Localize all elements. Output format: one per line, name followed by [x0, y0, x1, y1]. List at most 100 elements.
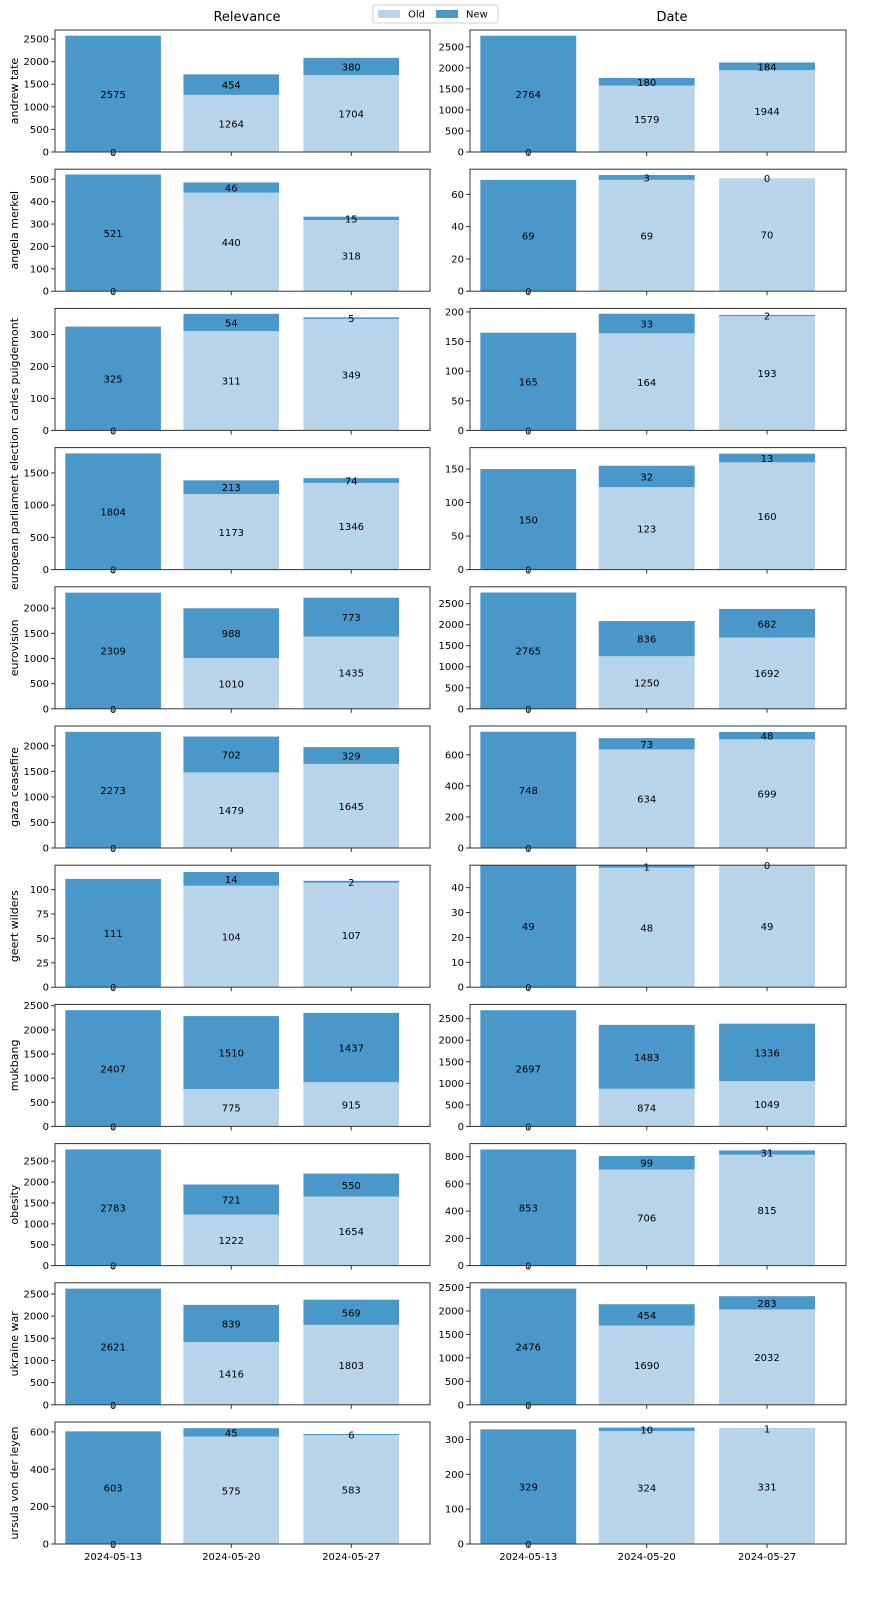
panel-carles-puigdemont-relevance: 03253115434950100200300: [30, 307, 431, 437]
y-tick-label: 60: [451, 190, 464, 201]
data-label-new: 283: [757, 1299, 776, 1310]
data-label-new: 31: [761, 1149, 774, 1160]
y-tick-label: 0: [458, 148, 464, 159]
data-label-new: 10: [640, 1425, 653, 1436]
axes-frame: [54, 307, 431, 431]
bar-new: [65, 1288, 161, 1405]
data-label-new: 6: [348, 1431, 354, 1442]
data-label-old: 1690: [634, 1361, 659, 1372]
y-tick-label: 200: [445, 1234, 464, 1245]
axes-frame: [54, 864, 431, 988]
y-tick-label: 0: [458, 844, 464, 855]
x-tick-label: 2024-05-27: [738, 1552, 796, 1563]
y-tick-label: 2500: [439, 1014, 464, 1025]
data-label-new: 13: [761, 454, 774, 465]
y-tick-label: 2500: [24, 1289, 49, 1300]
data-label-old: 1250: [634, 679, 659, 690]
y-tick-label: 1500: [24, 1049, 49, 1060]
bar-old: [183, 772, 280, 848]
y-tick-label: 2000: [439, 1306, 464, 1317]
row-label: angela merkel: [8, 191, 21, 270]
data-label-new: 1510: [219, 1049, 244, 1060]
legend: Old New: [372, 4, 499, 24]
data-label-old: 915: [342, 1100, 361, 1111]
y-tick-label: 2500: [24, 35, 49, 46]
bar-new: [598, 313, 695, 334]
bar-old: [303, 882, 400, 988]
bar-old: [719, 462, 815, 570]
y-tick-label: 300: [30, 330, 49, 341]
row-european-parliament-election: european parliament election 0 1804 1173 213…: [8, 427, 847, 590]
bar-old: [303, 1082, 400, 1127]
bar-new: [480, 1429, 577, 1544]
bar-new: [480, 1288, 577, 1405]
bar-old: [598, 85, 695, 152]
data-label-new: 111: [104, 929, 123, 940]
data-label-new: 380: [342, 62, 361, 73]
bar-old: [719, 865, 815, 988]
bar-new: [303, 880, 400, 883]
data-label-old: 70: [761, 231, 774, 242]
axes-frame: [469, 1003, 847, 1127]
data-label-old: 193: [757, 369, 776, 380]
data-label-new: 2273: [100, 786, 125, 797]
bar-new: [183, 480, 280, 495]
y-tick-label: 500: [30, 1378, 49, 1389]
bar-new: [303, 597, 400, 637]
y-tick-label: 0: [458, 1540, 464, 1551]
data-label-new: 73: [640, 740, 653, 751]
data-label-new: 2: [348, 878, 354, 889]
y-tick-label: 500: [445, 683, 464, 694]
data-label-new: 569: [342, 1308, 361, 1319]
row-angela-merkel: angela merkel052144046318150100200300400…: [8, 168, 847, 298]
y-tick-label: 400: [30, 197, 49, 208]
bar-new: [303, 1299, 400, 1325]
y-tick-label: 0: [458, 1122, 464, 1133]
y-tick-label: 0: [43, 844, 49, 855]
axes-frame: [54, 725, 431, 849]
y-tick-label: 1500: [24, 629, 49, 640]
row-label: carles puigdemont: [8, 317, 21, 421]
row-ursula-von-der-leyen: ursula von der leyen 0 603 575 45 583 6 0 200 400…: [8, 1421, 847, 1563]
bar-new: [598, 78, 695, 86]
data-label-new: 1: [644, 862, 650, 873]
y-tick-label: 200: [30, 1502, 49, 1513]
data-label-old: 123: [637, 524, 656, 535]
y-tick-label: 200: [445, 307, 464, 318]
y-tick-label: 1000: [24, 792, 49, 803]
axes-frame: [54, 447, 431, 571]
panel-obesity-relevance: 027831222721165455005001000150020002500: [24, 1143, 431, 1273]
y-tick-label: 1000: [24, 501, 49, 512]
data-label-new: 1437: [339, 1044, 364, 1055]
y-tick-label: 10: [451, 958, 464, 969]
data-label-new: 853: [519, 1204, 538, 1215]
y-tick-label: 1000: [24, 1356, 49, 1367]
bar-old: [183, 331, 280, 431]
y-tick-label: 1500: [439, 1057, 464, 1068]
data-label-new: 2621: [100, 1343, 125, 1354]
bar-new: [65, 326, 161, 431]
y-tick-label: 25: [36, 958, 49, 969]
y-tick-label: 0: [458, 704, 464, 715]
bar-old: [598, 867, 695, 988]
y-tick-label: 1000: [24, 102, 49, 113]
y-tick-label: 2000: [24, 741, 49, 752]
bar-old: [719, 70, 815, 152]
y-tick-label: 2000: [439, 1036, 464, 1047]
y-tick-label: 1000: [439, 105, 464, 116]
bar-new: [598, 1304, 695, 1326]
data-label-old: 1692: [754, 669, 779, 680]
bar-old: [598, 1431, 695, 1544]
y-tick-label: 500: [445, 1100, 464, 1111]
y-tick-label: 300: [445, 1435, 464, 1446]
data-label-old: 1435: [339, 669, 364, 680]
bar-new: [183, 608, 280, 658]
axes-frame: [469, 864, 847, 988]
bar-new: [303, 317, 400, 319]
y-tick-label: 20: [451, 254, 464, 265]
bar-new: [719, 731, 815, 740]
legend-swatch-new: [436, 10, 458, 18]
data-label-new: 325: [104, 375, 123, 386]
y-tick-label: 0: [458, 426, 464, 437]
